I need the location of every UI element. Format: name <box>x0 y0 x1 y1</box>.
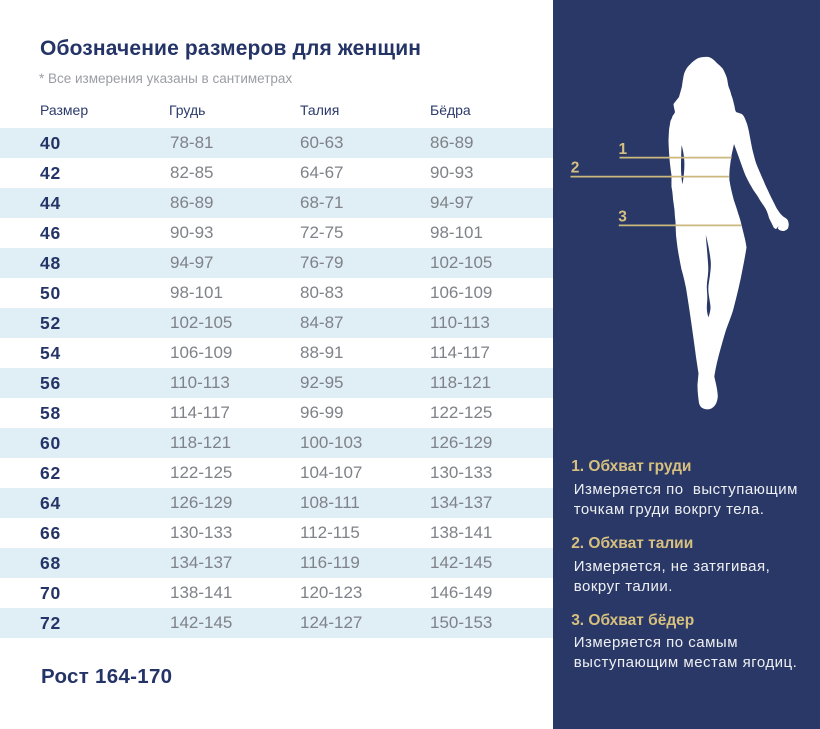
svg-text:3: 3 <box>618 208 627 225</box>
svg-text:1: 1 <box>619 141 628 158</box>
svg-text:2: 2 <box>571 160 580 177</box>
